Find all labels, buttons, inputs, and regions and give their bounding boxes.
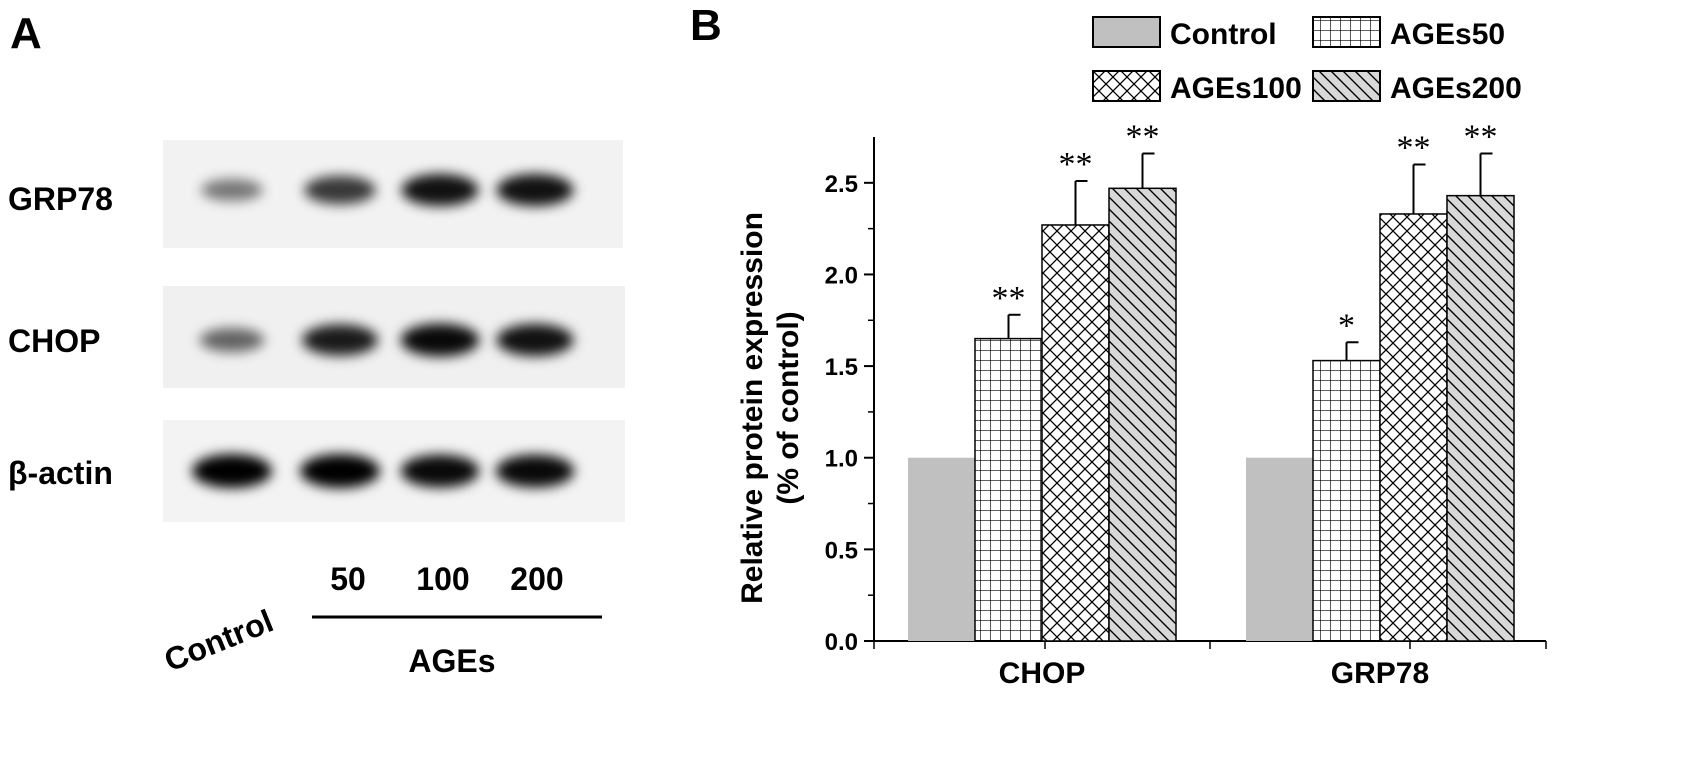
bar-ages200-chop [1108, 187, 1177, 642]
blot-band [201, 178, 263, 202]
legend-label-ages100: AGEs100 [1170, 72, 1302, 105]
blot-beta-actin: β-actin [8, 420, 625, 522]
blot-chop: CHOP [8, 286, 625, 388]
x-category-label: CHOP [999, 657, 1086, 690]
blot-label-grp78: GRP78 [8, 181, 113, 217]
bar-ages50-chop [974, 337, 1043, 642]
significance-marker: ** [1059, 146, 1093, 183]
blot-bands [192, 454, 575, 488]
blot-bands [201, 173, 574, 207]
blot-grp78: GRP78 [8, 140, 623, 248]
legend-label-control: Control [1170, 18, 1277, 51]
blot-label-chop: CHOP [8, 323, 100, 359]
legend-swatch-ages50 [1312, 16, 1381, 48]
panel-b-letter: B [690, 1, 722, 50]
y-tick-label: 0.5 [825, 537, 858, 564]
blot-band [401, 173, 479, 207]
blot-band [495, 454, 575, 488]
significance-marker: ** [992, 280, 1026, 317]
blot-band [496, 323, 574, 357]
blot-band [192, 454, 272, 488]
blot-band [304, 175, 376, 205]
legend: Control AGEs50 AGEs100 AGEs200 [1092, 16, 1522, 105]
blot-band [400, 323, 480, 357]
y-tick-label: 0.0 [825, 629, 858, 656]
bar-ages100-grp78 [1379, 213, 1448, 642]
significance-marker: ** [1397, 129, 1431, 166]
y-axis-title-line1: Relative protein expression [736, 212, 769, 604]
significance-marker: ** [1464, 118, 1498, 155]
y-axis-title: Relative protein expression (% of contro… [736, 212, 805, 604]
legend-label-ages200: AGEs200 [1390, 72, 1522, 105]
x-category-label: GRP78 [1331, 657, 1429, 690]
lane-label-50: 50 [330, 561, 366, 597]
blot-band [496, 173, 574, 207]
significance-marker: ** [1126, 118, 1160, 155]
legend-swatch-control [1092, 16, 1161, 48]
blot-label-beta-actin: β-actin [8, 455, 113, 491]
blot-band [302, 324, 378, 356]
y-tick-label: 2.0 [825, 262, 858, 289]
blot-band [300, 454, 380, 488]
bar-control-grp78 [1246, 457, 1313, 641]
significance-marker: * [1338, 307, 1355, 344]
y-tick-label: 1.0 [825, 446, 858, 473]
y-tick-label: 1.5 [825, 354, 858, 381]
bar-ages50-grp78 [1312, 359, 1381, 642]
panel-a-letter: A [10, 9, 42, 58]
y-tick-label: 2.5 [825, 171, 858, 198]
blot-band [400, 454, 480, 488]
bar-ages100-chop [1041, 224, 1110, 642]
legend-swatch-ages100 [1092, 70, 1161, 102]
legend-label-ages50: AGEs50 [1390, 18, 1505, 51]
lane-label-control: Control [159, 603, 278, 679]
ages-group-label: AGEs [408, 643, 495, 679]
y-axis-title-line2: (% of control) [772, 311, 805, 504]
legend-swatch-ages200 [1312, 70, 1381, 102]
lane-label-200: 200 [510, 561, 563, 597]
lane-label-100: 100 [416, 561, 469, 597]
bar-control-chop [908, 457, 975, 641]
blot-bands [199, 323, 574, 357]
bar-chart: 0.00.51.01.52.02.5******CHOP*** **GRP78 [825, 118, 1547, 690]
blot-band [199, 327, 265, 353]
bar-ages200-grp78 [1446, 194, 1515, 642]
